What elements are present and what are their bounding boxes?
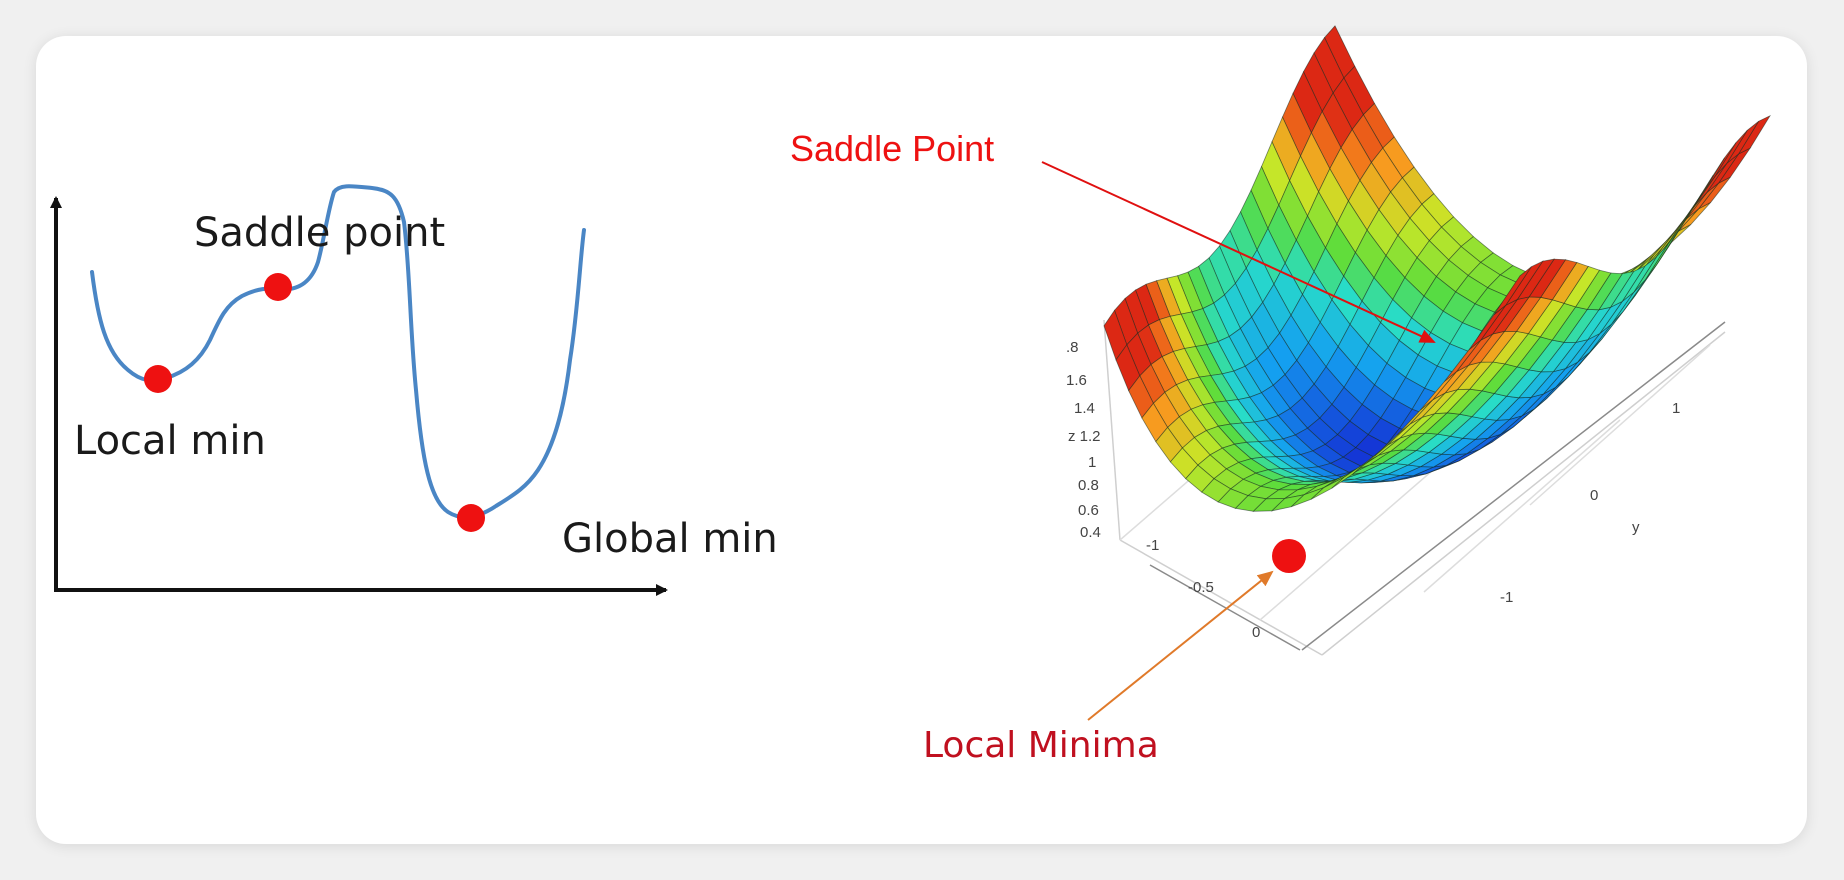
z-tick-label: 1.4 [1074, 400, 1095, 417]
z-tick-label: 1 [1088, 454, 1096, 471]
z-tick-label: z 1.2 [1068, 428, 1101, 445]
loss-curve-diagram: Saddle point Local min Global min [50, 184, 778, 596]
saddle-point-label: Saddle point [194, 210, 445, 256]
z-tick-label: 0.4 [1080, 524, 1101, 541]
surface-cell [1686, 182, 1719, 220]
local-minima-label: Local Minima [923, 725, 1159, 766]
local-minima-arrow [1087, 570, 1274, 721]
x-tick-label: -0.5 [1188, 579, 1214, 596]
z-tick-label: 1.6 [1066, 372, 1087, 389]
y-axis-ticks: 1 0 -1 [1500, 400, 1680, 606]
figure-card [36, 36, 1807, 844]
z-tick-label: 0.8 [1078, 477, 1099, 494]
global-min-label: Global min [562, 516, 778, 562]
z-axis-ticks: .8 1.6 1.4 z 1.2 1 0.8 0.6 0.4 [1066, 339, 1101, 541]
z-tick-label: .8 [1066, 339, 1079, 356]
y-tick-label: -1 [1500, 589, 1513, 606]
z-tick-label: 0.6 [1078, 502, 1099, 519]
local-min-label: Local min [74, 418, 266, 464]
local-minima-point [1272, 539, 1306, 573]
saddle-surface-plot: .8 1.6 1.4 z 1.2 1 0.8 0.6 0.4 -1 -0.5 0 1 0 -1 y S… [790, 25, 1772, 766]
x-axis-ticks: -1 -0.5 0 [1146, 537, 1260, 641]
loss-curve [90, 184, 586, 520]
global-min-point [457, 504, 485, 532]
surface-mesh [1103, 25, 1772, 512]
x-tick-label: -1 [1146, 537, 1159, 554]
saddle-point-title: Saddle Point [790, 128, 994, 169]
saddle-point-arrow [1041, 161, 1436, 343]
y-axis-label: y [1632, 519, 1640, 536]
x-tick-label: 0 [1252, 624, 1260, 641]
surface-cell [1493, 266, 1532, 315]
local-min-point [144, 365, 172, 393]
saddle-point-marker [264, 273, 292, 301]
y-tick-label: 0 [1590, 487, 1598, 504]
y-tick-label: 1 [1672, 400, 1680, 417]
